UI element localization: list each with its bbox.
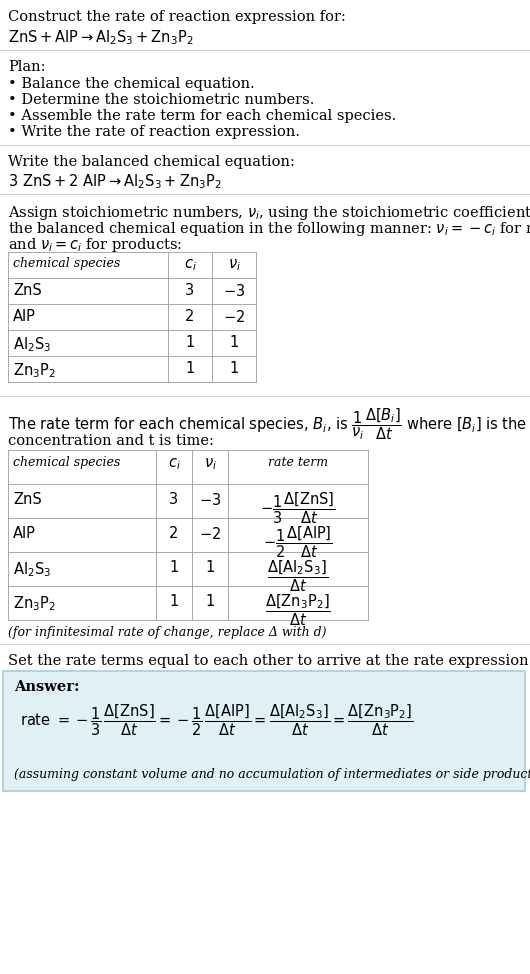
Text: AlP: AlP [13, 526, 36, 541]
Text: 1: 1 [186, 361, 195, 376]
Text: • Assemble the rate term for each chemical species.: • Assemble the rate term for each chemic… [8, 109, 396, 123]
Text: concentration and t is time:: concentration and t is time: [8, 434, 214, 448]
Text: Write the balanced chemical equation:: Write the balanced chemical equation: [8, 155, 295, 169]
Text: $-\dfrac{1}{3}\dfrac{\Delta[\mathrm{ZnS}]}{\Delta t}$: $-\dfrac{1}{3}\dfrac{\Delta[\mathrm{ZnS}… [260, 490, 335, 526]
Text: $-2$: $-2$ [199, 526, 221, 542]
Text: 3: 3 [186, 283, 195, 298]
Text: 2: 2 [186, 309, 195, 324]
Text: $-3$: $-3$ [223, 283, 245, 299]
Text: ZnS: ZnS [13, 283, 42, 298]
Text: $-3$: $-3$ [199, 492, 221, 508]
FancyBboxPatch shape [3, 671, 525, 791]
Text: chemical species: chemical species [13, 257, 120, 270]
Text: • Balance the chemical equation.: • Balance the chemical equation. [8, 77, 255, 91]
Text: $\mathrm{Zn_3P_2}$: $\mathrm{Zn_3P_2}$ [13, 361, 56, 380]
Text: $\mathregular{3\ ZnS + 2\ AlP} \rightarrow \mathregular{Al_2S_3 + Zn_3P_2}$: $\mathregular{3\ ZnS + 2\ AlP} \rightarr… [8, 172, 222, 191]
Text: Assign stoichiometric numbers, $\mathit{\nu_i}$, using the stoichiometric coeffi: Assign stoichiometric numbers, $\mathit{… [8, 204, 530, 222]
Text: $\dfrac{\Delta[\mathrm{Al_2S_3}]}{\Delta t}$: $\dfrac{\Delta[\mathrm{Al_2S_3}]}{\Delta… [268, 558, 329, 593]
Text: 2: 2 [169, 526, 179, 541]
Text: (for infinitesimal rate of change, replace Δ with d): (for infinitesimal rate of change, repla… [8, 626, 326, 639]
Text: $\mathrm{Al_2S_3}$: $\mathrm{Al_2S_3}$ [13, 335, 51, 354]
Text: 1: 1 [186, 335, 195, 350]
Text: Answer:: Answer: [14, 680, 80, 694]
Text: $\nu_i$: $\nu_i$ [204, 456, 216, 471]
Text: (assuming constant volume and no accumulation of intermediates or side products): (assuming constant volume and no accumul… [14, 768, 530, 781]
Text: rate term: rate term [268, 456, 328, 469]
Text: rate $= -\dfrac{1}{3}\,\dfrac{\Delta[\mathrm{ZnS}]}{\Delta t} = -\dfrac{1}{2}\,\: rate $= -\dfrac{1}{3}\,\dfrac{\Delta[\ma… [20, 702, 413, 737]
Text: $-2$: $-2$ [223, 309, 245, 325]
Text: 1: 1 [170, 594, 179, 609]
Text: 1: 1 [206, 560, 215, 575]
Text: Plan:: Plan: [8, 60, 46, 74]
Text: Construct the rate of reaction expression for:: Construct the rate of reaction expressio… [8, 10, 346, 24]
Text: and $\mathit{\nu_i} = \mathit{c_i}$ for products:: and $\mathit{\nu_i} = \mathit{c_i}$ for … [8, 236, 182, 254]
Text: $\nu_i$: $\nu_i$ [227, 257, 241, 273]
Text: chemical species: chemical species [13, 456, 120, 469]
Text: 3: 3 [170, 492, 179, 507]
Text: • Determine the stoichiometric numbers.: • Determine the stoichiometric numbers. [8, 93, 314, 107]
Text: $c_i$: $c_i$ [183, 257, 197, 273]
Text: • Write the rate of reaction expression.: • Write the rate of reaction expression. [8, 125, 300, 139]
Text: ZnS: ZnS [13, 492, 42, 507]
Text: $\mathregular{ZnS + AlP} \rightarrow \mathregular{Al_2S_3 + Zn_3P_2}$: $\mathregular{ZnS + AlP} \rightarrow \ma… [8, 28, 193, 47]
Text: $c_i$: $c_i$ [167, 456, 180, 471]
Text: 1: 1 [170, 560, 179, 575]
Text: $-\dfrac{1}{2}\dfrac{\Delta[\mathrm{AlP}]}{\Delta t}$: $-\dfrac{1}{2}\dfrac{\Delta[\mathrm{AlP}… [263, 524, 333, 559]
Text: Set the rate terms equal to each other to arrive at the rate expression:: Set the rate terms equal to each other t… [8, 654, 530, 668]
Text: $\mathrm{Al_2S_3}$: $\mathrm{Al_2S_3}$ [13, 560, 51, 579]
Text: AlP: AlP [13, 309, 36, 324]
Text: $\mathrm{Zn_3P_2}$: $\mathrm{Zn_3P_2}$ [13, 594, 56, 613]
Text: 1: 1 [206, 594, 215, 609]
Text: 1: 1 [229, 335, 239, 350]
Text: 1: 1 [229, 361, 239, 376]
Text: $\dfrac{\Delta[\mathrm{Zn_3P_2}]}{\Delta t}$: $\dfrac{\Delta[\mathrm{Zn_3P_2}]}{\Delta… [265, 592, 331, 627]
Text: The rate term for each chemical species, $B_i$, is $\dfrac{1}{\nu_i}\dfrac{\Delt: The rate term for each chemical species,… [8, 406, 530, 441]
Text: the balanced chemical equation in the following manner: $\mathit{\nu_i} = -\math: the balanced chemical equation in the fo… [8, 220, 530, 238]
